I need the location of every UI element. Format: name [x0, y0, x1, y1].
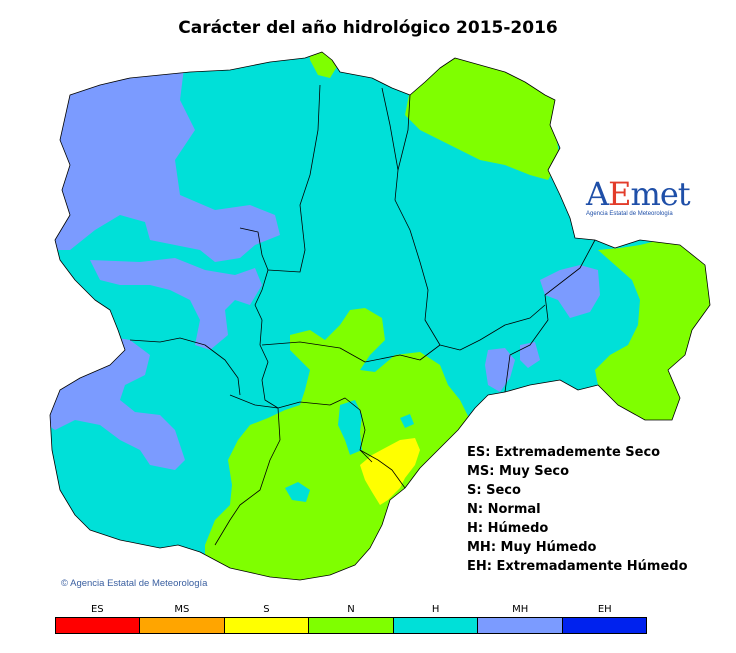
logo-subtitle: Agencia Estatal de Meteorología [586, 211, 673, 217]
scale-swatch [56, 618, 141, 633]
legend-item: S: Seco [467, 483, 521, 498]
copyright-notice: © Agencia Estatal de Meteorología [61, 578, 208, 589]
scale-label: S [263, 604, 270, 615]
scale-label: N [347, 604, 355, 615]
scale-label: MH [512, 604, 529, 615]
aemet-logo: AEmet Agencia Estatal de Meteorología [586, 175, 691, 217]
legend-item: ES: Extremademente Seco [467, 445, 661, 460]
legend-item: EH: Extremadamente Húmedo [467, 559, 688, 574]
scale-label: ES [90, 604, 104, 615]
legend-item: MH: Muy Húmedo [467, 540, 597, 555]
scale-swatch [309, 618, 394, 633]
scale-label: H [431, 604, 440, 615]
color-scale: ES MS S N H MH EH [55, 602, 647, 634]
scale-swatch [224, 618, 310, 633]
scale-swatch [562, 618, 646, 633]
map-title: Carácter del año hidrológico 2015-2016 [178, 18, 558, 38]
category-legend: ES: Extremademente Seco MS: Muy Seco S: … [467, 443, 688, 576]
scale-label: MS [174, 604, 190, 615]
scale-label: EH [597, 604, 612, 615]
scale-swatch [478, 618, 563, 633]
scale-swatch [393, 618, 479, 633]
scale-swatch [140, 618, 225, 633]
legend-item: N: Normal [467, 502, 541, 517]
legend-item: H: Húmedo [467, 521, 549, 536]
legend-item: MS: Muy Seco [467, 464, 570, 479]
